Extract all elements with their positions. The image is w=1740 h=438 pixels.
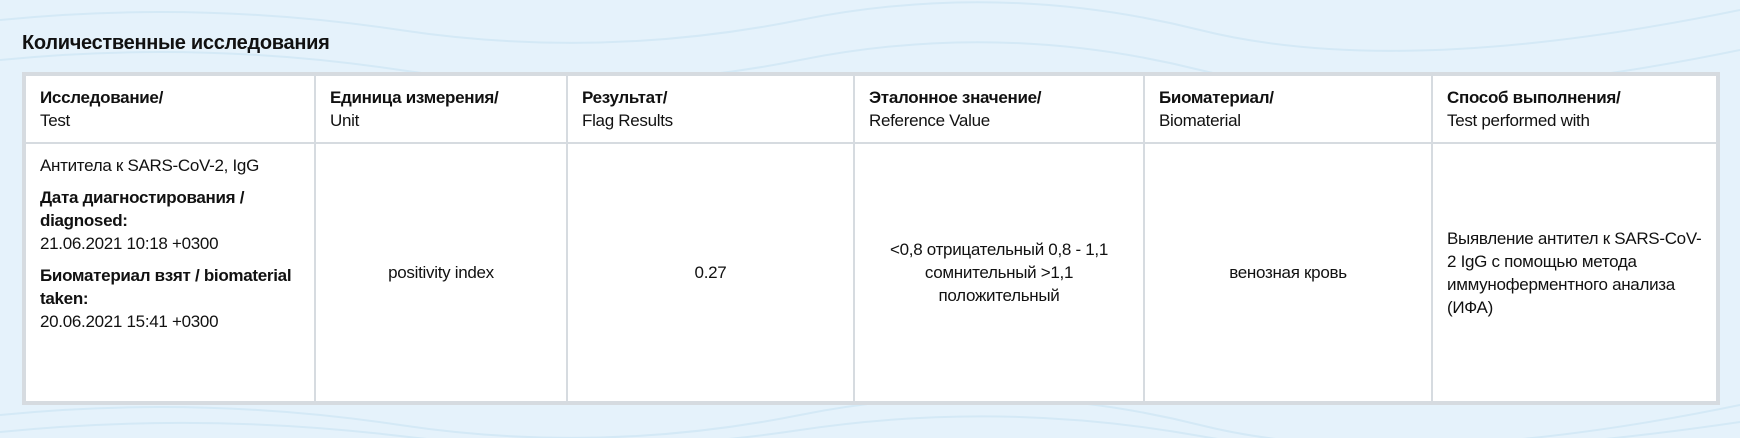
column-header-unit: Единица измерения/Unit [314,74,568,144]
cell-test: Антитела к SARS-CoV-2, IgG Дата диагност… [24,142,316,403]
column-header-test: Исследование/Test [24,74,316,144]
diagnosed-value: 21.06.2021 10:18 +0300 [40,234,219,253]
column-header-reference: Эталонное значение/Reference Value [853,74,1145,144]
cell-reference: <0,8 отрицательный 0,8 - 1,1 сомнительны… [853,142,1145,403]
column-header-method: Способ выполнения/Test performed with [1431,74,1718,144]
column-header-result: Результат/Flag Results [566,74,855,144]
diagnosed-label: Дата диагностирования / diagnosed: [40,188,245,230]
cell-unit: positivity index [314,142,568,403]
taken-value: 20.06.2021 15:41 +0300 [40,312,219,331]
column-header-biomaterial: Биоматериал/Biomaterial [1143,74,1433,144]
test-name: Антитела к SARS-CoV-2, IgG [40,156,260,175]
cell-method: Выявление антител к SARS-CoV-2 IgG с пом… [1431,142,1718,403]
cell-biomaterial: венозная кровь [1143,142,1433,403]
taken-label: Биоматериал взят / biomaterial taken: [40,266,292,308]
results-table: Исследование/Test Единица измерения/Unit… [24,74,1718,403]
section-title: Количественные исследования [22,32,330,54]
table-header-row: Исследование/Test Единица измерения/Unit… [24,74,1718,144]
cell-result: 0.27 [566,142,855,403]
table-row: Антитела к SARS-CoV-2, IgG Дата диагност… [24,142,1718,403]
